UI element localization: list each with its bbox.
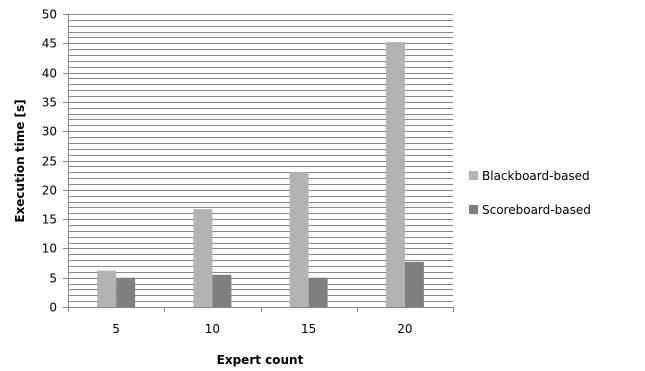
legend-swatch-blackboard-based [469, 171, 478, 180]
bar-scoreboard-based-15 [308, 277, 328, 307]
y-tick-label: 20 [42, 184, 57, 198]
y-tick-label: 15 [42, 213, 57, 227]
y-tick-label: 40 [42, 67, 57, 81]
y-tick-label: 10 [42, 242, 57, 256]
bar-scoreboard-based-20 [404, 261, 424, 307]
y-tick-label: 25 [42, 155, 57, 169]
y-tick-label: 5 [49, 272, 57, 286]
x-tick-label: 5 [112, 322, 120, 336]
x-tick-label: 10 [205, 322, 220, 336]
axes [63, 14, 454, 312]
x-tick-label: 20 [397, 322, 412, 336]
bar-scoreboard-based-10 [212, 274, 232, 307]
bar-blackboard-based-15 [289, 172, 309, 307]
y-tick-label: 35 [42, 96, 57, 110]
y-axis-title: Execution time [s] [13, 99, 27, 222]
x-tick-label: 15 [301, 322, 316, 336]
y-tick-label: 45 [42, 37, 57, 51]
legend-label-scoreboard-based: Scoreboard-based [482, 203, 591, 217]
y-tick-labels: 0 5 10 15 20 25 30 35 40 45 50 [42, 8, 57, 315]
bar-scoreboard-based-5 [116, 277, 136, 307]
legend-swatch-scoreboard-based [469, 205, 478, 214]
y-tick-label: 50 [42, 8, 57, 22]
bar-blackboard-based-20 [385, 42, 405, 308]
legend-label-blackboard-based: Blackboard-based [482, 169, 590, 183]
y-tick-label: 0 [49, 301, 57, 315]
y-tick-label: 30 [42, 125, 57, 139]
bar-blackboard-based-5 [97, 270, 117, 307]
legend: Blackboard-based Scoreboard-based [469, 169, 591, 217]
x-axis-title: Expert count [217, 353, 304, 367]
bars [97, 42, 424, 308]
x-tick-labels: 5 10 15 20 [112, 322, 412, 336]
bar-blackboard-based-10 [193, 209, 213, 307]
